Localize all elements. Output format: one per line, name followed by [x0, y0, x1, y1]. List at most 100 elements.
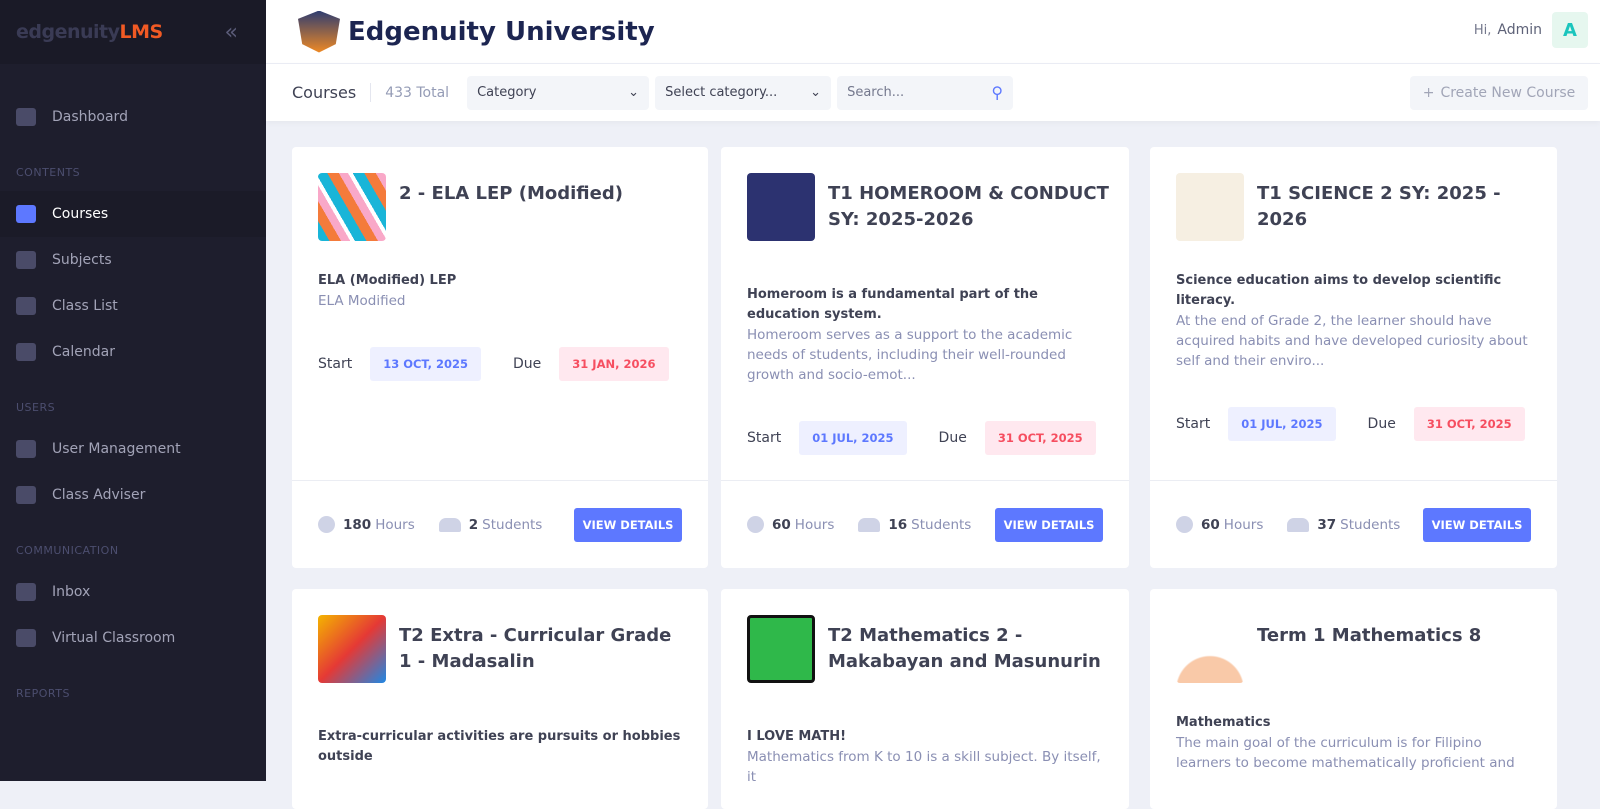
logo[interactable]: edgenuityLMS: [16, 21, 163, 43]
sidebar-item-inbox[interactable]: Inbox: [0, 569, 266, 615]
create-new-course-button[interactable]: + Create New Course: [1410, 76, 1588, 110]
greeting: Hi,: [1473, 22, 1492, 38]
view-details-button[interactable]: VIEW DETAILS: [574, 507, 682, 542]
sidebar-item-label: Calendar: [52, 344, 115, 360]
sidebar-item-class-list[interactable]: Class List: [0, 283, 266, 329]
students-label: Students: [482, 516, 543, 533]
sidebar-item-courses[interactable]: Courses: [0, 191, 266, 237]
course-description: ELA Modified: [318, 293, 406, 309]
course-subtitle: ELA (Modified) LEP: [318, 273, 457, 288]
card-footer: 180 Hours 2 Students VIEW DETAILS: [292, 480, 708, 568]
hours-label: Hours: [1223, 516, 1264, 533]
course-card: Term 1 Mathematics 8 Mathematics The main…: [1150, 589, 1557, 809]
clock-icon: [16, 343, 36, 361]
course-thumbnail: [318, 173, 386, 241]
course-title[interactable]: T2 Mathematics 2 - Makabayan and Masunur…: [828, 625, 1101, 672]
sidebar-nav: Dashboard CONTENTS Courses Subjects Clas…: [0, 64, 266, 712]
course-title[interactable]: 2 - ELA LEP (Modified): [399, 183, 623, 204]
course-card: T1 SCIENCE 2 SY: 2025 - 2026 Science edu…: [1150, 147, 1557, 568]
category-value: Category: [477, 85, 537, 100]
sidebar-item-label: Class Adviser: [52, 487, 146, 503]
user-icon: [16, 486, 36, 504]
sidebar-item-virtual-classroom[interactable]: Virtual Classroom: [0, 615, 266, 661]
avatar[interactable]: A: [1552, 12, 1588, 48]
hours-value: 60: [1201, 516, 1220, 533]
course-title[interactable]: T2 Extra - Curricular Grade 1 - Madasali…: [399, 625, 672, 672]
video-icon: [16, 629, 36, 647]
chevron-down-icon: ⌄: [628, 85, 640, 100]
plus-icon: +: [1422, 85, 1435, 101]
toolbar-title: Courses: [292, 83, 372, 102]
total-count: 433 Total: [385, 84, 450, 101]
course-card: T1 HOMEROOM & CONDUCT SY: 2025-2026 Home…: [721, 147, 1129, 568]
view-details-button[interactable]: VIEW DETAILS: [1423, 507, 1531, 542]
course-subtitle: Homeroom is a fundamental part of the ed…: [747, 287, 1038, 322]
course-title[interactable]: Term 1 Mathematics 8: [1257, 625, 1482, 646]
course-description: Homeroom serves as a support to the acad…: [747, 327, 1073, 383]
students-value: 16: [888, 516, 908, 533]
course-thumbnail: [747, 615, 815, 683]
due-label: Due: [513, 356, 542, 372]
create-label: Create New Course: [1440, 85, 1576, 101]
view-details-button[interactable]: VIEW DETAILS: [995, 507, 1103, 542]
select-category-dropdown[interactable]: Select category... ⌄: [655, 75, 832, 110]
start-label: Start: [747, 430, 782, 446]
clock-icon: [1176, 516, 1193, 533]
start-date: 01 JUL, 2025: [1228, 407, 1336, 441]
page-title: Edgenuity University: [348, 16, 655, 47]
course-description: Mathematics from K to 10 is a skill subj…: [747, 749, 1101, 785]
subjects-icon: [16, 251, 36, 269]
hours-value: 60: [772, 516, 791, 533]
user-menu[interactable]: Hi, Admin A: [1474, 12, 1588, 48]
sidebar-item-label: Dashboard: [52, 109, 128, 125]
section-reports: REPORTS: [16, 687, 70, 700]
main: Edgenuity University Hi, Admin A Courses 4…: [266, 0, 1600, 781]
course-description: At the end of Grade 2, the learner shoul…: [1176, 313, 1528, 369]
users-icon: [16, 440, 36, 458]
card-footer: 60 Hours 16 Students VIEW DETAILS: [721, 480, 1129, 568]
section-communication: COMMUNICATION: [16, 544, 119, 557]
dashboard-icon: [16, 108, 36, 126]
course-card: T2 Mathematics 2 - Makabayan and Masunur…: [721, 589, 1129, 809]
course-title[interactable]: T1 HOMEROOM & CONDUCT SY: 2025-2026: [828, 183, 1109, 230]
select-category-value: Select category...: [665, 85, 778, 100]
clipboard-icon: [16, 297, 36, 315]
course-thumbnail: [747, 173, 815, 241]
course-subtitle: I LOVE MATH!: [747, 729, 847, 744]
course-thumbnail: [318, 615, 386, 683]
cube-icon: [16, 205, 36, 223]
double-chevron-left-icon[interactable]: «: [224, 19, 238, 45]
sidebar-item-user-management[interactable]: User Management: [0, 426, 266, 472]
sidebar-item-class-adviser[interactable]: Class Adviser: [0, 472, 266, 518]
toolbar: Courses 433 Total Category ⌄ Select categ…: [266, 64, 1600, 121]
course-card: 2 - ELA LEP (Modified) ELA (Modified) LE…: [292, 147, 708, 568]
sidebar-item-label: Inbox: [52, 584, 91, 600]
clock-icon: [747, 516, 764, 533]
search-icon[interactable]: ⚲: [991, 83, 1004, 102]
sidebar-item-subjects[interactable]: Subjects: [0, 237, 266, 283]
logo-bar: edgenuityLMS «: [0, 0, 266, 64]
hours-label: Hours: [375, 516, 415, 533]
search-input[interactable]: Search... ⚲: [837, 75, 1014, 110]
students-icon: [438, 517, 461, 532]
hours-label: Hours: [794, 516, 835, 533]
course-thumbnail: [1176, 173, 1244, 241]
sidebar-item-label: Virtual Classroom: [52, 630, 176, 646]
students-label: Students: [1340, 516, 1401, 533]
sidebar: edgenuityLMS « Dashboard CONTENTS Course…: [0, 0, 266, 781]
clock-icon: [318, 516, 335, 533]
logo-text-lms: LMS: [119, 21, 164, 43]
sidebar-item-calendar[interactable]: Calendar: [0, 329, 266, 375]
sidebar-item-label: User Management: [52, 441, 181, 457]
sidebar-item-label: Courses: [52, 206, 109, 222]
category-select[interactable]: Category ⌄: [467, 75, 650, 110]
course-subtitle: Mathematics: [1176, 715, 1271, 730]
header: Edgenuity University Hi, Admin A: [266, 0, 1600, 64]
start-date: 13 OCT, 2025: [370, 347, 482, 381]
hours-value: 180: [343, 516, 372, 533]
sidebar-item-dashboard[interactable]: Dashboard: [0, 94, 266, 140]
section-users: USERS: [16, 401, 56, 414]
course-title[interactable]: T1 SCIENCE 2 SY: 2025 - 2026: [1257, 183, 1501, 230]
course-thumbnail: [1176, 615, 1244, 683]
course-card: T2 Extra - Curricular Grade 1 - Madasali…: [292, 589, 708, 809]
